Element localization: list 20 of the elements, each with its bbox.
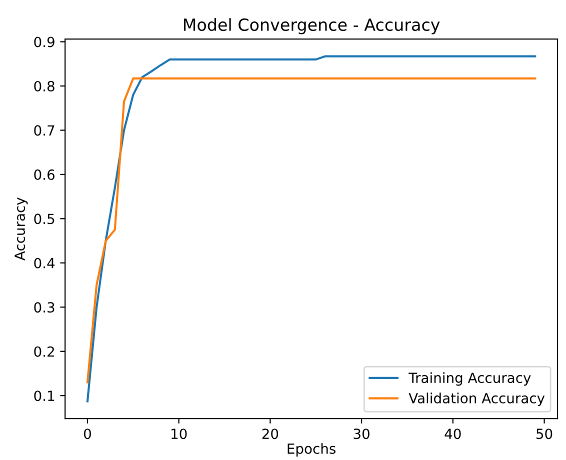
x-axis-title: Epochs <box>288 443 336 457</box>
x-tick-label: 20 <box>262 428 278 440</box>
y-tick-label: 0.7 <box>34 125 54 136</box>
y-tick-label: 0.3 <box>34 302 54 313</box>
legend-label: Validation Accuracy <box>408 392 545 406</box>
y-tick-label: 0.1 <box>34 390 54 402</box>
chart-title: Model Convergence - Accuracy <box>184 18 440 34</box>
x-tick-label: 0 <box>84 428 91 440</box>
y-tick-label: 0.8 <box>34 80 54 92</box>
y-tick-label: 0.5 <box>34 214 54 224</box>
y-tick-label: 0.2 <box>34 346 54 357</box>
x-tick-label: 30 <box>354 428 370 440</box>
x-tick-label: 50 <box>536 428 552 440</box>
x-tick-label: 10 <box>172 428 187 440</box>
x-tick-label: 40 <box>444 428 461 440</box>
y-tick-label: 0.4 <box>34 258 55 268</box>
y-tick-label: 0.9 <box>34 36 54 48</box>
legend-label: Training Accuracy <box>408 372 531 386</box>
y-axis-title: Accuracy <box>14 198 28 260</box>
y-tick-label: 0.6 <box>34 169 54 180</box>
